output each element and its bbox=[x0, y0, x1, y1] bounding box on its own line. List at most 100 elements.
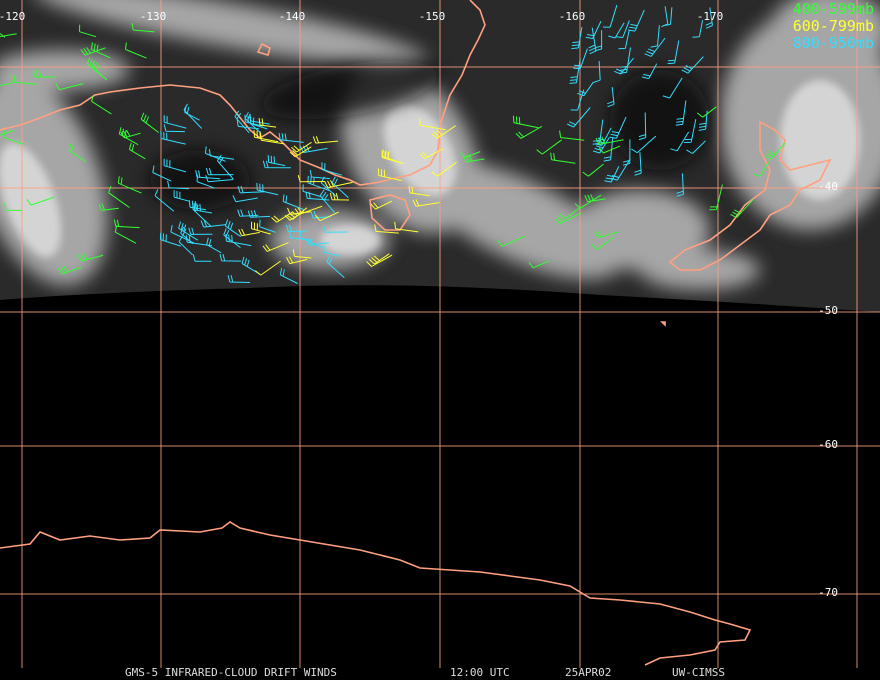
footer-title: GMS-5 INFRARED-CLOUD DRIFT WINDS bbox=[125, 666, 337, 679]
wind-barb bbox=[4, 203, 23, 211]
wind-barb bbox=[577, 81, 594, 97]
wind-barb bbox=[219, 253, 242, 262]
wind-barb bbox=[170, 225, 195, 244]
wind-barb bbox=[570, 89, 585, 111]
wind-barb bbox=[419, 148, 444, 160]
wind-barb bbox=[324, 179, 353, 189]
wind-barb bbox=[323, 225, 349, 233]
wind-barb bbox=[160, 131, 186, 145]
wind-barb bbox=[641, 63, 658, 80]
wind-barb bbox=[260, 133, 284, 145]
wind-barb bbox=[178, 221, 199, 241]
wind-barb bbox=[0, 33, 17, 38]
wind-barb bbox=[131, 23, 155, 33]
wind-barb bbox=[256, 182, 279, 196]
wind-barb bbox=[588, 27, 597, 55]
wind-barb bbox=[152, 165, 172, 182]
wind-barb bbox=[91, 60, 108, 81]
wind-barb bbox=[163, 124, 185, 133]
wind-barb bbox=[323, 245, 341, 257]
wind-barb bbox=[286, 256, 308, 265]
wind-barb bbox=[431, 125, 456, 139]
wind-barb bbox=[299, 144, 328, 154]
wind-barb bbox=[709, 184, 723, 211]
wind-barb bbox=[607, 87, 615, 108]
latitude-label: -40 bbox=[818, 180, 838, 193]
wind-barb bbox=[584, 194, 606, 203]
wind-barb bbox=[696, 106, 717, 118]
wind-barb bbox=[108, 185, 130, 208]
wind-barb bbox=[287, 207, 311, 215]
legend-entry: 400-599mb bbox=[793, 0, 874, 18]
wind-barb bbox=[307, 175, 330, 192]
wind-barb bbox=[610, 158, 631, 181]
wind-barb bbox=[227, 275, 251, 283]
longitude-label: -150 bbox=[419, 10, 446, 23]
wind-barb bbox=[764, 142, 786, 160]
wind-barb bbox=[382, 149, 403, 164]
wind-barb bbox=[128, 142, 146, 160]
wind-barb bbox=[234, 110, 250, 134]
wind-barb bbox=[692, 20, 704, 38]
wind-barb bbox=[619, 47, 631, 74]
wind-barb bbox=[686, 140, 706, 154]
wind-barb bbox=[631, 135, 657, 154]
wind-barb bbox=[297, 174, 325, 183]
wind-barb bbox=[595, 136, 624, 145]
wind-barb bbox=[681, 56, 704, 74]
wind-barb bbox=[225, 234, 252, 247]
wind-barb bbox=[57, 265, 82, 275]
wind-barb bbox=[515, 125, 543, 139]
longitude-label: -170 bbox=[697, 10, 724, 23]
wind-barb bbox=[594, 30, 603, 52]
wind-barb bbox=[289, 146, 312, 158]
wind-barb bbox=[167, 180, 189, 190]
wind-barb bbox=[118, 127, 139, 146]
wind-barb bbox=[292, 249, 312, 259]
wind-barb bbox=[192, 254, 212, 262]
wind-barb bbox=[250, 116, 268, 130]
wind-barb bbox=[309, 170, 330, 180]
wind-barb bbox=[184, 105, 200, 121]
wind-barb bbox=[238, 228, 260, 237]
wind-barb bbox=[319, 189, 336, 214]
longitude-label: -140 bbox=[279, 10, 306, 23]
wind-barb bbox=[381, 150, 404, 165]
longitude-label: -130 bbox=[140, 10, 167, 23]
wind-barb bbox=[232, 195, 258, 203]
wind-barb bbox=[609, 116, 627, 139]
legend-entry: 800-950mb bbox=[793, 34, 874, 52]
wind-barb bbox=[684, 119, 697, 144]
wind-barb bbox=[753, 161, 770, 177]
wind-barb bbox=[254, 260, 281, 276]
wind-barb bbox=[661, 6, 669, 28]
wind-barb bbox=[698, 110, 708, 131]
wind-barb bbox=[662, 77, 683, 99]
wind-barb bbox=[312, 136, 339, 144]
footer-time: 12:00 UTC bbox=[450, 666, 510, 679]
wind-barb bbox=[594, 127, 612, 146]
coastlines bbox=[0, 0, 832, 666]
wind-barb bbox=[205, 175, 234, 183]
wind-barb bbox=[326, 255, 345, 278]
wind-barb bbox=[536, 139, 562, 155]
wind-barb bbox=[236, 119, 259, 130]
wind-barb bbox=[251, 221, 271, 235]
wind-barb bbox=[604, 166, 620, 183]
wind-barb bbox=[730, 199, 754, 219]
wind-barb bbox=[594, 230, 619, 239]
wind-barb bbox=[650, 25, 660, 48]
wind-barb bbox=[262, 160, 291, 169]
wind-barb bbox=[644, 37, 666, 57]
wind-barb bbox=[299, 230, 323, 249]
wind-barb bbox=[460, 151, 481, 159]
wind-barb bbox=[284, 211, 305, 221]
wind-barb bbox=[585, 20, 602, 39]
wind-barb bbox=[628, 9, 645, 32]
wind-barb bbox=[394, 221, 419, 233]
wind-barb bbox=[603, 4, 618, 28]
wind-barb bbox=[705, 7, 713, 29]
wind-barb bbox=[206, 237, 222, 254]
legend-entry: 600-799mb bbox=[793, 17, 874, 35]
wind-barb bbox=[497, 235, 526, 247]
